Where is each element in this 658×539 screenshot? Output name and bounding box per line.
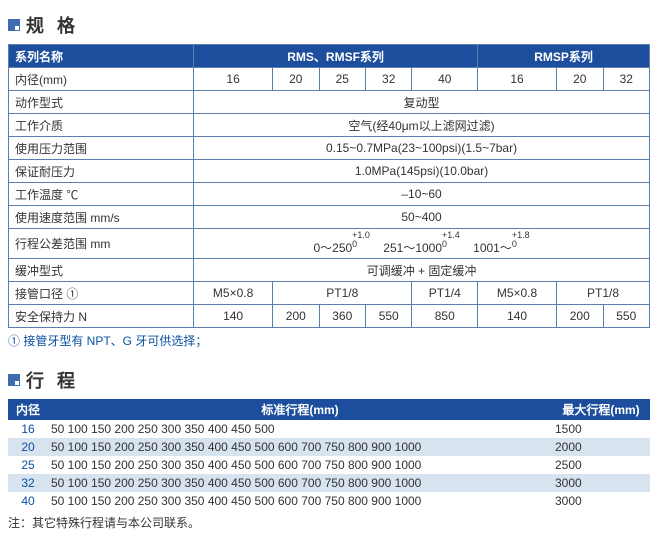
stroke-max-3: 3000 — [552, 474, 650, 492]
spec-note: ① 接管牙型有 NPT、G 牙可供选择； — [8, 332, 650, 349]
stroke-id-3: 32 — [8, 474, 48, 492]
stroke-std-0: 50 100 150 200 250 300 350 400 450 500 — [48, 420, 552, 438]
stroke-h-id: 内径 — [8, 399, 48, 420]
stroke-h-max: 最大行程(mm) — [552, 399, 650, 420]
col-series-label: 系列名称 — [9, 45, 194, 68]
square-icon — [8, 19, 20, 31]
stroke-max-4: 3000 — [552, 492, 650, 510]
id-4: 32 — [365, 68, 411, 91]
col-series-1: RMS、RMSF系列 — [194, 45, 478, 68]
safe-2: 200 — [273, 305, 319, 328]
row-safe-label: 安全保持力 N — [9, 305, 194, 328]
col-series-2: RMSP系列 — [478, 45, 650, 68]
section-2-title: 行 程 — [8, 367, 650, 393]
stroke-id-1: 20 — [8, 438, 48, 456]
stroke-table: 内径 标准行程(mm) 最大行程(mm) 1650 100 150 200 25… — [8, 399, 650, 510]
tol-sup-d: 0 — [442, 239, 447, 249]
safe-7: 200 — [557, 305, 603, 328]
safe-6: 140 — [478, 305, 557, 328]
row-tol-label: 行程公差范围 mm — [9, 229, 194, 259]
safe-5: 850 — [412, 305, 478, 328]
section-1-title-text: 规 格 — [26, 12, 79, 38]
stroke-std-3: 50 100 150 200 250 300 350 400 450 500 6… — [48, 474, 552, 492]
row-tol-val: 0～250+1.00 251～1000+1.40 1001～+1.80 — [194, 229, 650, 259]
safe-3: 360 — [319, 305, 365, 328]
stroke-max-2: 2500 — [552, 456, 650, 474]
row-proof-label: 保证耐压力 — [9, 160, 194, 183]
safe-1: 140 — [194, 305, 273, 328]
port-1: M5×0.8 — [194, 282, 273, 305]
row-pressure-label: 使用压力范围 — [9, 137, 194, 160]
row-temp-label: 工作温度 ℃ — [9, 183, 194, 206]
section-1-title: 规 格 — [8, 12, 650, 38]
row-proof-val: 1.0MPa(145psi)(10.0bar) — [194, 160, 650, 183]
row-pressure-val: 0.15~0.7MPa(23~100psi)(1.5~7bar) — [194, 137, 650, 160]
tol-c: 1001～ — [473, 241, 512, 255]
row-medium-label: 工作介质 — [9, 114, 194, 137]
id-3: 25 — [319, 68, 365, 91]
row-id-label: 内径(mm) — [9, 68, 194, 91]
stroke-std-2: 50 100 150 200 250 300 350 400 450 500 6… — [48, 456, 552, 474]
id-6: 16 — [478, 68, 557, 91]
stroke-id-4: 40 — [8, 492, 48, 510]
square-icon — [8, 374, 20, 386]
id-8: 32 — [603, 68, 650, 91]
row-action-label: 动作型式 — [9, 91, 194, 114]
tol-sup-b: 0 — [352, 239, 357, 249]
row-medium-val: 空气(经40μm以上滤网过滤) — [194, 114, 650, 137]
stroke-std-1: 50 100 150 200 250 300 350 400 450 500 6… — [48, 438, 552, 456]
row-action-val: 复动型 — [194, 91, 650, 114]
row-speed-val: 50~400 — [194, 206, 650, 229]
row-temp-val: –10~60 — [194, 183, 650, 206]
tol-sup-f: 0 — [512, 239, 517, 249]
port-4: M5×0.8 — [478, 282, 557, 305]
stroke-max-1: 2000 — [552, 438, 650, 456]
stroke-id-0: 16 — [8, 420, 48, 438]
stroke-note: 注：其它特殊行程请与本公司联系。 — [8, 514, 650, 531]
port-5: PT1/8 — [557, 282, 650, 305]
spec-table: 系列名称 RMS、RMSF系列 RMSP系列 内径(mm) 16 20 25 3… — [8, 44, 650, 328]
row-speed-label: 使用速度范围 mm/s — [9, 206, 194, 229]
row-cushion-val: 可调缓冲 + 固定缓冲 — [194, 259, 650, 282]
row-cushion-label: 缓冲型式 — [9, 259, 194, 282]
stroke-max-0: 1500 — [552, 420, 650, 438]
id-7: 20 — [557, 68, 603, 91]
stroke-std-4: 50 100 150 200 250 300 350 400 450 500 6… — [48, 492, 552, 510]
row-port-label: 接管口径 ① — [9, 282, 194, 305]
section-2-title-text: 行 程 — [26, 367, 79, 393]
id-2: 20 — [273, 68, 319, 91]
stroke-h-std: 标准行程(mm) — [48, 399, 552, 420]
safe-4: 550 — [365, 305, 411, 328]
port-2: PT1/8 — [273, 282, 412, 305]
tol-b: 251～1000 — [383, 241, 442, 255]
port-3: PT1/4 — [412, 282, 478, 305]
tol-a: 0～250 — [313, 241, 352, 255]
stroke-id-2: 25 — [8, 456, 48, 474]
id-1: 16 — [194, 68, 273, 91]
id-5: 40 — [412, 68, 478, 91]
safe-8: 550 — [603, 305, 650, 328]
